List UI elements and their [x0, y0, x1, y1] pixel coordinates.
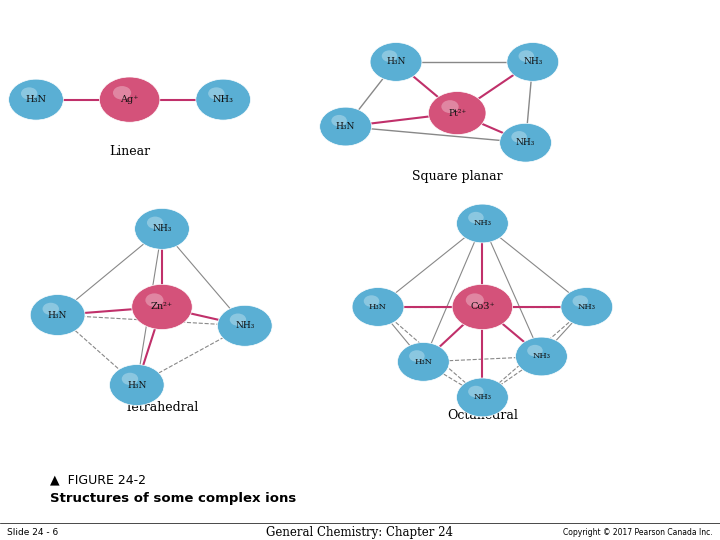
Text: NH₃: NH₃ — [578, 303, 596, 311]
Circle shape — [527, 345, 543, 356]
Text: Copyright © 2017 Pearson Canada Inc.: Copyright © 2017 Pearson Canada Inc. — [563, 528, 713, 537]
Text: General Chemistry: Chapter 24: General Chemistry: Chapter 24 — [266, 525, 454, 538]
Circle shape — [109, 364, 164, 406]
Circle shape — [409, 350, 425, 362]
Text: H₃N: H₃N — [415, 358, 433, 366]
Circle shape — [511, 131, 527, 143]
Circle shape — [135, 208, 189, 249]
Text: ▲  FIGURE 24-2: ▲ FIGURE 24-2 — [50, 474, 146, 487]
Text: Co3⁺: Co3⁺ — [470, 302, 495, 312]
Circle shape — [507, 43, 559, 82]
Circle shape — [500, 123, 552, 162]
Text: Slide 24 - 6: Slide 24 - 6 — [7, 528, 58, 537]
Circle shape — [456, 378, 508, 417]
Circle shape — [99, 77, 160, 122]
Circle shape — [364, 295, 379, 307]
Circle shape — [230, 314, 246, 326]
Circle shape — [320, 107, 372, 146]
Circle shape — [572, 295, 588, 307]
Text: NH₃: NH₃ — [235, 321, 254, 330]
Text: Pt²⁺: Pt²⁺ — [448, 109, 467, 118]
Text: H₃N: H₃N — [48, 310, 67, 320]
Circle shape — [468, 386, 484, 397]
Circle shape — [122, 373, 138, 385]
Text: H₃N: H₃N — [336, 122, 355, 131]
Circle shape — [113, 86, 131, 99]
Text: Square planar: Square planar — [412, 170, 503, 183]
Circle shape — [382, 50, 397, 62]
Text: NH₃: NH₃ — [523, 57, 542, 66]
Circle shape — [456, 204, 508, 243]
Circle shape — [561, 288, 613, 326]
Circle shape — [132, 285, 192, 329]
Circle shape — [441, 100, 459, 113]
Circle shape — [397, 342, 449, 381]
Text: H₃N: H₃N — [387, 57, 405, 66]
Circle shape — [42, 303, 59, 315]
Text: NH₃: NH₃ — [212, 95, 234, 104]
Circle shape — [9, 79, 63, 120]
Text: NH₃: NH₃ — [153, 224, 171, 233]
Text: Ag⁺: Ag⁺ — [120, 95, 139, 104]
Circle shape — [466, 293, 484, 307]
Circle shape — [21, 87, 37, 99]
Text: NH₃: NH₃ — [533, 353, 551, 361]
Text: NH₃: NH₃ — [474, 394, 492, 401]
Circle shape — [452, 285, 513, 329]
Text: Zn²⁺: Zn²⁺ — [151, 302, 173, 312]
Text: H₃N: H₃N — [369, 303, 387, 311]
Text: NH₃: NH₃ — [474, 219, 492, 227]
Text: Linear: Linear — [109, 145, 150, 158]
Circle shape — [468, 212, 484, 224]
Circle shape — [518, 50, 534, 62]
Circle shape — [428, 92, 486, 134]
Circle shape — [516, 337, 567, 376]
Circle shape — [370, 43, 422, 82]
Circle shape — [147, 217, 163, 229]
Circle shape — [352, 288, 404, 326]
Text: NH₃: NH₃ — [516, 138, 535, 147]
Text: Structures of some complex ions: Structures of some complex ions — [50, 491, 297, 504]
Text: H₃N: H₃N — [25, 95, 47, 104]
Circle shape — [208, 87, 225, 99]
Text: Tetrahedral: Tetrahedral — [125, 401, 199, 414]
Circle shape — [217, 305, 272, 346]
Circle shape — [145, 293, 163, 307]
Text: H₃N: H₃N — [127, 381, 146, 389]
Text: Octahedral: Octahedral — [447, 409, 518, 422]
Circle shape — [331, 115, 347, 126]
Circle shape — [30, 294, 85, 335]
Circle shape — [196, 79, 251, 120]
